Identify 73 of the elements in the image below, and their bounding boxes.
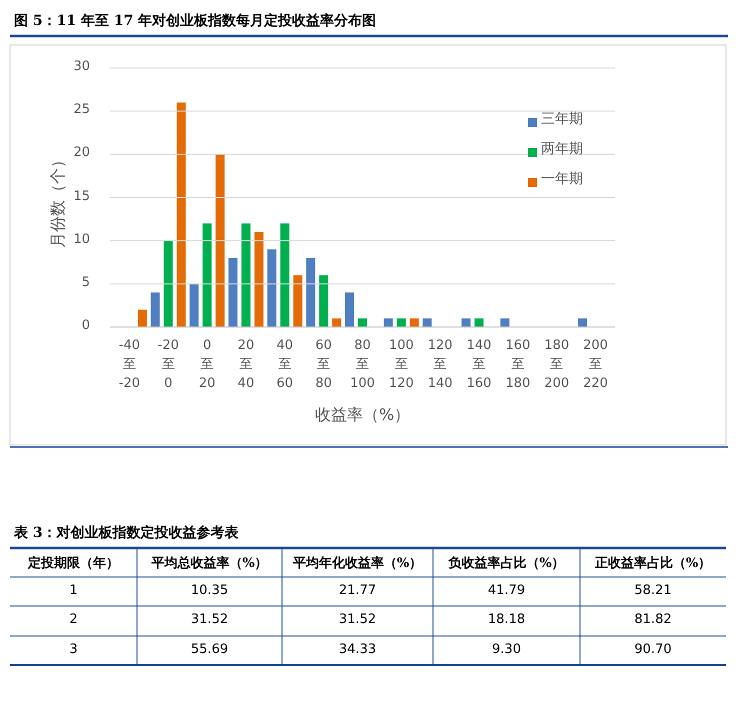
bar <box>306 258 316 327</box>
bar <box>241 223 250 327</box>
bar <box>500 318 510 327</box>
bar <box>422 318 432 327</box>
bar <box>384 318 393 327</box>
y-axis-title: 月份数（个） <box>48 152 68 248</box>
category-label: 正收益率占比（%） <box>594 554 712 572</box>
bar <box>345 292 354 327</box>
x-tick-label: -40 至 -20 <box>118 337 142 393</box>
bar <box>176 102 186 327</box>
text: 31.52 <box>190 612 230 627</box>
category-label: 负收益率占比（%） <box>447 554 566 572</box>
bar <box>138 310 147 327</box>
bar <box>410 318 419 327</box>
text: 10.35 <box>190 583 230 598</box>
x-tick-label: 100 至 120 <box>388 337 415 393</box>
x-tick-label: 20 至 40 <box>236 337 256 393</box>
bar <box>254 232 264 327</box>
text: 58.21 <box>633 583 673 598</box>
category-label: 定投期限（年） <box>26 554 120 572</box>
x-tick-label: 140 至 160 <box>466 337 492 393</box>
text: 21.77 <box>338 583 378 598</box>
legend-label: 两年期 <box>541 140 583 158</box>
bar <box>578 318 588 327</box>
text: 81.82 <box>633 612 673 627</box>
text: 41.79 <box>486 583 526 598</box>
bar <box>293 275 302 327</box>
legend-label: 一年期 <box>541 170 583 188</box>
text: 3 <box>68 642 79 657</box>
y-tick-label: 25 <box>72 102 90 118</box>
text: 34.33 <box>338 642 378 657</box>
category-label: 平均年化收益率（%） <box>292 554 424 572</box>
x-tick-label: 40 至 60 <box>276 337 294 393</box>
text: 1 <box>68 583 79 598</box>
x-tick-label: 120 至 140 <box>426 337 454 393</box>
x-tick-label: 60 至 80 <box>314 337 333 393</box>
y-tick-label: 0 <box>80 318 90 333</box>
text: 9.30 <box>491 642 522 657</box>
bar <box>190 284 199 327</box>
x-tick-label: 80 至 100 <box>349 337 376 393</box>
bar <box>332 318 342 327</box>
x-tick-label: 200 至 220 <box>582 337 609 393</box>
bar <box>358 318 367 327</box>
bar <box>150 292 160 327</box>
x-tick-label: 160 至 180 <box>504 337 532 393</box>
x-tick-label: 180 至 200 <box>543 337 570 393</box>
text: 90.70 <box>633 642 673 657</box>
chart-title: 图 5：11 年至 17 年对创业板指数每月定投收益率分布图 <box>14 12 376 30</box>
x-axis-title: 收益率（%） <box>315 405 410 426</box>
bar <box>474 318 484 327</box>
bar <box>280 223 290 327</box>
text: 2 <box>68 612 79 627</box>
y-tick-label: 15 <box>73 188 90 204</box>
y-tick-label: 5 <box>80 274 90 290</box>
text: 31.52 <box>338 612 378 627</box>
bar <box>216 154 225 327</box>
text: 表 3：对创业板指数定投收益参考表 <box>14 524 239 542</box>
x-tick-label: 0 至 20 <box>198 337 216 393</box>
legend-label: 三年期 <box>541 110 583 128</box>
bar <box>319 275 328 327</box>
y-tick-label: 20 <box>73 145 90 160</box>
bar <box>396 318 406 327</box>
bar <box>228 258 238 327</box>
x-tick-label: -20 至 0 <box>156 337 180 393</box>
bar <box>462 318 471 327</box>
bar <box>267 249 276 327</box>
category-label: 平均总收益率（%） <box>150 554 269 572</box>
text: 55.69 <box>190 642 230 657</box>
bar <box>164 240 173 327</box>
y-tick-label: 30 <box>72 59 90 74</box>
bar <box>202 223 212 327</box>
text: 18.18 <box>486 612 526 627</box>
y-tick-label: 10 <box>73 232 90 247</box>
